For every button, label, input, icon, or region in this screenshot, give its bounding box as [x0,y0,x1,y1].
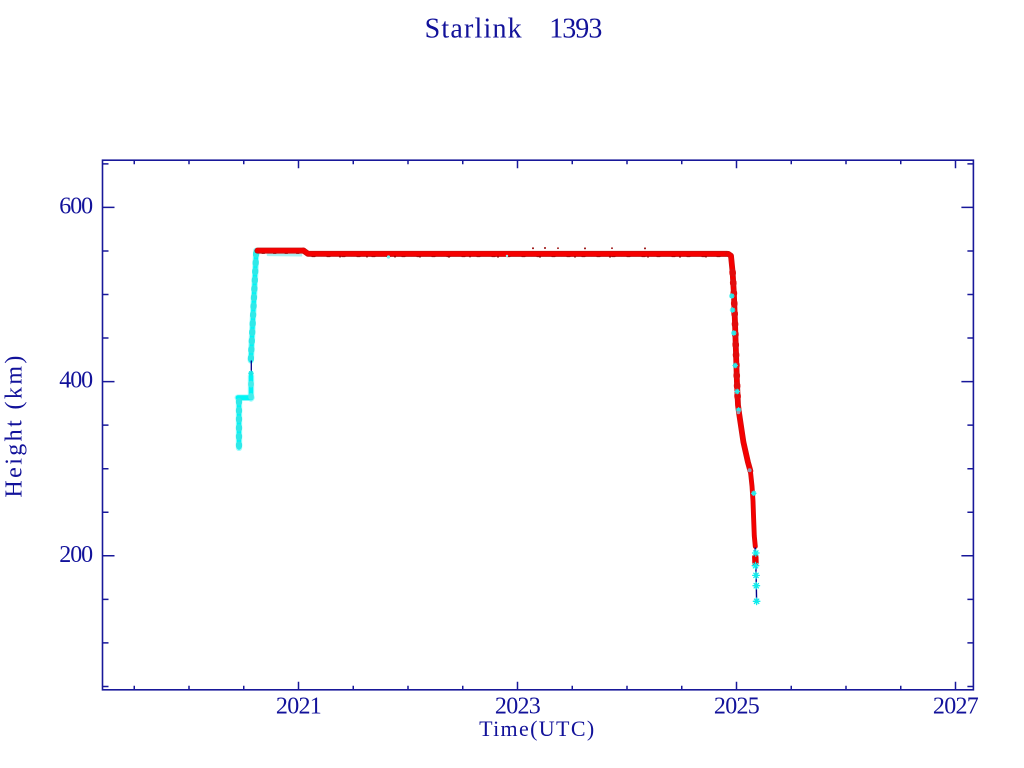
svg-text:2027: 2027 [933,694,979,720]
svg-text:Starlink: Starlink [425,13,523,44]
svg-text:600: 600 [59,193,93,219]
svg-text:2023: 2023 [495,694,541,720]
svg-text:2025: 2025 [714,694,760,720]
svg-text:2021: 2021 [276,694,321,720]
svg-text:1393: 1393 [549,13,601,44]
svg-text:Height (km): Height (km) [2,353,28,497]
svg-text:200: 200 [59,542,93,568]
svg-text:Time(UTC): Time(UTC) [479,716,595,741]
svg-text:400: 400 [59,368,93,394]
